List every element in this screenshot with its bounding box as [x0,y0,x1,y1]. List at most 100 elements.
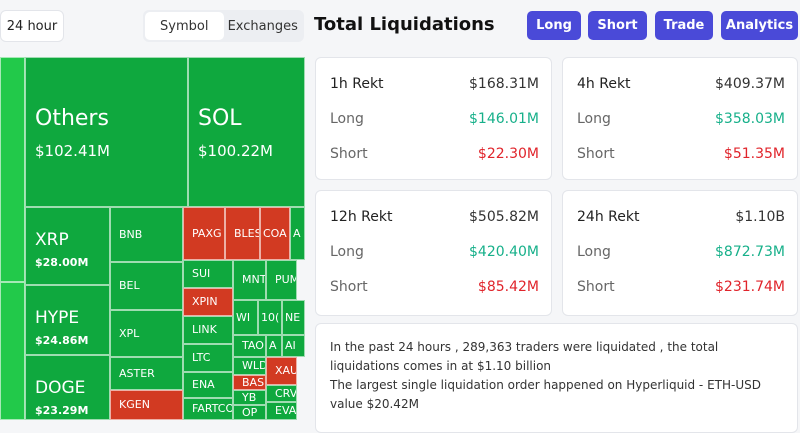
row-value: $231.74M [715,279,785,295]
treemap-tile[interactable]: FARTCO [183,398,233,420]
row-label: Short [330,279,368,295]
row-label: Short [330,146,368,162]
treemap-tile[interactable]: A [290,207,305,260]
card-total: $168.31M [469,76,539,92]
tile-value: $100.22M [198,142,273,160]
card-header: 1h Rekt $168.31M [330,76,539,92]
treemap-tile[interactable]: COA [260,207,290,260]
card-row: Short $22.30M [330,146,539,162]
treemap-tile[interactable]: TAO [233,335,266,357]
stat-card: 24h Rekt $1.10B Long $872.73M Short $231.74M [562,190,798,316]
treemap-tile[interactable]: PAXG [183,207,225,260]
treemap-tile[interactable] [0,57,25,282]
tile-label: PUM [275,273,297,286]
tile-label: TAO [242,339,264,352]
row-label: Long [577,111,611,127]
treemap-tile[interactable]: 10( [258,300,282,335]
tile-value: $102.41M [35,142,110,160]
treemap-tile[interactable]: DOGE $23.29M [25,355,110,420]
tile-label: ASTER [119,366,155,380]
tile-label: MNT [242,273,266,286]
button[interactable]: Analytics [721,11,798,40]
treemap-tile[interactable]: AI [282,335,305,357]
tile-label: SUI [192,267,211,280]
card-header: 24h Rekt $1.10B [577,209,785,225]
treemap-tile[interactable]: YB [233,390,266,405]
tile-label: DOGE [35,378,86,398]
treemap-tile[interactable]: ENA [183,372,233,398]
timeframe-select[interactable]: 24 hour [0,10,64,42]
stat-card: 12h Rekt $505.82M Long $420.40M Short $85.42M [315,190,552,316]
card-title: 1h Rekt [330,76,384,92]
tile-label: LTC [192,351,211,364]
stat-card: 1h Rekt $168.31M Long $146.01M Short $22.30M [315,57,552,180]
tile-value: $28.00M [35,256,89,269]
treemap-tile[interactable]: CRV [266,385,297,402]
treemap-tile[interactable]: LTC [183,344,233,372]
tile-label: ENA [192,378,215,391]
tile-label: BEL [119,279,140,292]
card-title: 4h Rekt [577,76,631,92]
treemap-tile[interactable]: SOL $100.22M [188,57,305,207]
button[interactable]: Short [588,11,647,40]
treemap-tile[interactable]: XAU [266,357,297,385]
treemap-tile[interactable]: BNB [110,207,183,262]
treemap-tile[interactable]: MNT [233,260,266,300]
tile-value: $23.29M [35,404,89,417]
tile-label: A [293,226,301,240]
tab[interactable]: Exchanges [227,18,298,34]
treemap-tile[interactable]: NE [282,300,305,335]
treemap-tile[interactable]: Others $102.41M [25,57,188,207]
tile-label: XPIN [192,295,218,308]
tab-group: Symbol Exchanges [143,10,304,42]
stat-card: 4h Rekt $409.37M Long $358.03M Short $51.35M [562,57,798,180]
treemap-tile[interactable]: BLES [225,207,260,260]
row-label: Short [577,279,615,295]
card-total: $409.37M [715,76,785,92]
tile-label: AI [285,339,296,352]
treemap-tile[interactable]: OP [233,405,266,420]
treemap-tile[interactable] [0,282,25,420]
button[interactable]: Long [527,11,581,40]
treemap-tile[interactable]: KGEN [110,390,183,420]
tile-label: EVA [275,404,297,417]
tile-label: SOL [198,106,242,131]
row-label: Long [577,244,611,260]
button[interactable]: Trade [655,11,713,40]
card-row: Long $358.03M [577,111,785,127]
treemap-tile[interactable]: PUM [266,260,297,300]
treemap-tile[interactable]: SUI [183,260,233,288]
tile-label: BAS [242,376,265,389]
tile-label: WI [236,310,251,324]
treemap-tile[interactable]: LINK [183,316,233,344]
treemap-tile[interactable]: BEL [110,262,183,310]
tile-label: OP [242,406,258,419]
treemap-tile[interactable]: WI [233,300,258,335]
card-header: 12h Rekt $505.82M [330,209,539,225]
card-total: $505.82M [469,209,539,225]
treemap: Others $102.41M SOL $100.22M XRP $28.00M HYPE $… [0,57,305,420]
card-total: $1.10B [735,209,785,225]
tile-label: COA [263,226,287,240]
tile-label: Others [35,106,109,131]
treemap-tile[interactable]: XPIN [183,288,233,316]
treemap-tile[interactable]: XPL [110,310,183,357]
row-value: $872.73M [715,244,785,260]
treemap-tile[interactable]: HYPE $24.86M [25,285,110,355]
tile-label: PAXG [192,226,222,240]
tile-label: HYPE [35,308,80,328]
tile-label: 10( [261,310,280,324]
tile-label: A [269,339,277,352]
row-label: Short [577,146,615,162]
treemap-tile[interactable]: ASTER [110,357,183,390]
treemap-tile[interactable]: WLD [233,357,266,375]
tile-value: $24.86M [35,334,89,347]
summary: In the past 24 hours , 289,363 traders w… [315,323,798,433]
treemap-tile[interactable]: A [266,335,282,357]
treemap-tile[interactable]: BAS [233,375,266,390]
tab[interactable]: Symbol [145,12,224,40]
tile-label: KGEN [119,398,150,411]
treemap-tile[interactable]: EVA [266,402,297,420]
treemap-tile[interactable]: XRP $28.00M [25,207,110,285]
card-title: 24h Rekt [577,209,640,225]
